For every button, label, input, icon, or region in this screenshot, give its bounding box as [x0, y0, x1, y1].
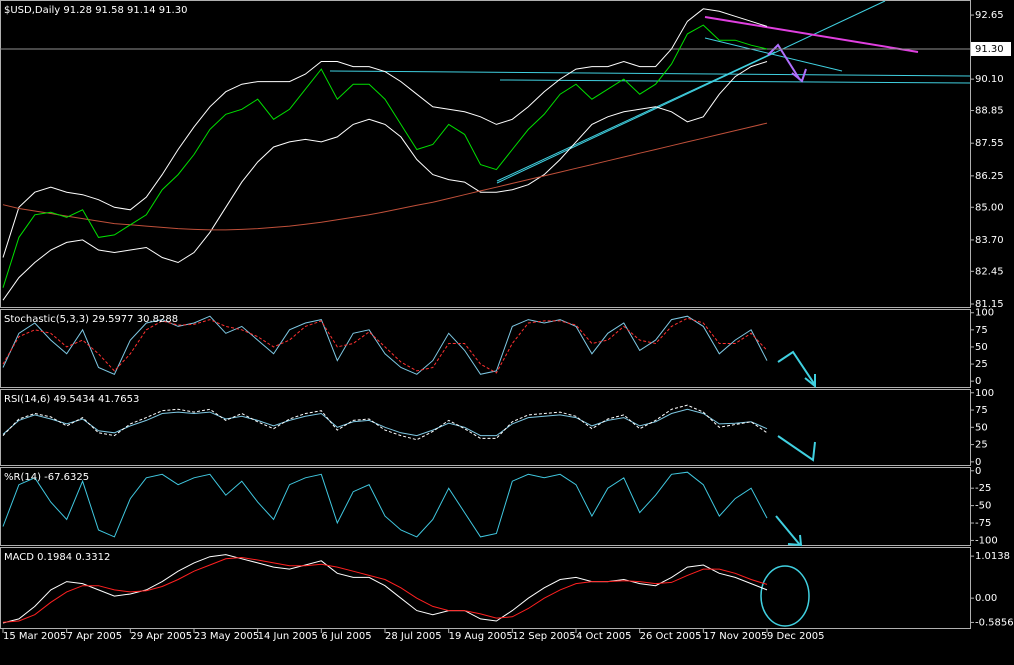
x-tick-label: 7 Apr 2005 — [67, 631, 122, 642]
x-tick-label: 19 Aug 2005 — [449, 631, 513, 642]
y-tick-label: 0.00 — [975, 593, 997, 604]
series-line — [2, 471, 768, 538]
x-tick-label: 4 Oct 2005 — [576, 631, 631, 642]
arrow-head — [791, 68, 807, 83]
wpr-panel — [0, 467, 971, 546]
last-price-label: 91.30 — [975, 44, 1004, 55]
x-tick-label: 12 Sep 2005 — [512, 631, 575, 642]
x-tick-label: 9 Dec 2005 — [767, 631, 825, 642]
arrow — [777, 350, 816, 386]
y-tick-label: 87.55 — [975, 138, 1004, 149]
series-line — [2, 315, 768, 375]
y-tick-label: 0 — [975, 457, 981, 468]
y-tick-label: 86.25 — [975, 171, 1004, 182]
y-tick-label: -0.5856 — [975, 617, 1014, 628]
y-tick-label: 25 — [975, 440, 988, 451]
x-tick-label: 28 Jul 2005 — [385, 631, 442, 642]
last-price-box — [971, 41, 1011, 56]
series-line — [2, 408, 768, 437]
panel-title: %R(14) -67.6325 — [4, 472, 89, 483]
y-tick-label: 85.00 — [975, 202, 1004, 213]
panel-title: Stochastic(5,3,3) 29.5977 30.8288 — [4, 314, 178, 325]
resistance-line — [704, 16, 919, 53]
y-tick-label: 83.70 — [975, 235, 1004, 246]
trend-line — [704, 37, 843, 72]
y-tick-label: -75 — [975, 518, 991, 529]
main-panel — [0, 0, 971, 308]
x-tick-label: 15 Mar 2005 — [3, 631, 66, 642]
y-tick-label: 75 — [975, 325, 988, 336]
x-tick-label: 6 Jul 2005 — [321, 631, 371, 642]
stochastic-panel — [0, 309, 971, 388]
footer: Created with GCIBC Online, ? 2002-2003 M… — [666, 652, 1010, 663]
x-tick-label: 26 Oct 2005 — [640, 631, 702, 642]
y-tick-label: -50 — [975, 501, 991, 512]
y-tick-label: 1.0138 — [975, 551, 1010, 562]
x-tick-label: 23 May 2005 — [194, 631, 259, 642]
panel-title: $USD,Daily 91.28 91.58 91.14 91.30 — [4, 5, 187, 16]
y-tick-label: 0 — [975, 376, 981, 387]
series-line — [2, 317, 768, 374]
y-tick-label: 92.65 — [975, 10, 1004, 21]
circle-annotation — [760, 565, 810, 627]
y-tick-label: 82.45 — [975, 266, 1004, 277]
y-tick-label: -25 — [975, 483, 991, 494]
panel-title: MACD 0.1984 0.3312 — [4, 552, 110, 563]
series-line — [2, 556, 768, 623]
y-tick-label: 75 — [975, 405, 988, 416]
y-tick-label: 81.15 — [975, 299, 1004, 310]
panel-title: RSI(14,6) 49.5434 41.7653 — [4, 394, 139, 405]
arrow — [767, 43, 801, 81]
trend-line — [499, 79, 971, 84]
arrow-head — [804, 374, 816, 389]
y-tick-label: 50 — [975, 422, 988, 433]
y-tick-label: 90.10 — [975, 74, 1004, 85]
series-line — [2, 8, 768, 258]
y-tick-label: 100 — [975, 388, 994, 399]
trend-line — [496, 51, 776, 182]
annotations — [329, 0, 971, 627]
series-line — [2, 61, 768, 301]
series-line — [2, 24, 768, 288]
y-tick-label: 88.85 — [975, 106, 1004, 117]
trend-line — [329, 70, 971, 77]
y-tick-label: 25 — [975, 359, 988, 370]
arrow-head — [787, 534, 803, 547]
macd-panel — [0, 547, 971, 629]
x-tick-label: 29 Apr 2005 — [130, 631, 192, 642]
y-tick-label: 50 — [975, 342, 988, 353]
y-tick-label: -100 — [975, 535, 998, 546]
x-tick-label: 14 Jun 2005 — [258, 631, 318, 642]
y-tick-label: 100 — [975, 308, 994, 319]
trend-line — [496, 0, 886, 184]
y-tick-label: 0 — [975, 466, 981, 477]
arrow — [775, 515, 801, 546]
series-line — [2, 404, 768, 441]
x-tick-label: 17 Nov 2005 — [703, 631, 767, 642]
arrow — [777, 435, 816, 462]
series-line — [2, 554, 768, 624]
